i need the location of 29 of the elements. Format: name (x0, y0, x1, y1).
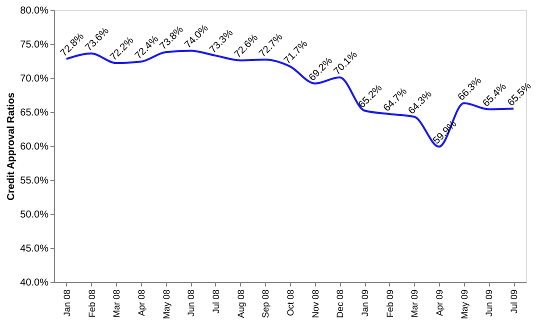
y-tick-label: 65.0% (20, 108, 49, 118)
y-tick-label: 75.0% (20, 40, 49, 50)
y-axis-title: Credit Approval Ratios (6, 92, 18, 200)
x-tick-label: Jun 09 (484, 290, 494, 317)
x-tick-label: Jul 09 (509, 290, 520, 314)
x-tick-label: Jan 08 (62, 290, 72, 317)
y-tick-label: 50.0% (20, 210, 49, 220)
x-tick-label: Apr 08 (136, 290, 146, 316)
x-tick-label: Nov 08 (310, 290, 320, 318)
x-tick-label: Apr 09 (434, 290, 445, 316)
y-tick-label: 70.0% (20, 74, 49, 84)
y-tick-label: 55.0% (20, 176, 49, 186)
x-tick-label: May 08 (161, 290, 172, 320)
x-tick-label: Oct 08 (286, 290, 296, 316)
x-tick-label: Mar 09 (410, 290, 420, 318)
x-tick-label: Jun 08 (186, 290, 196, 317)
x-tick-label: Mar 08 (112, 290, 122, 318)
y-tick-label: 40.0% (20, 278, 49, 288)
x-tick-label: Jul 08 (210, 290, 221, 314)
x-tick-label: Aug 08 (236, 290, 246, 318)
x-tick-label: May 09 (459, 290, 470, 320)
x-tick-label: Feb 09 (384, 290, 395, 318)
y-tick-label: 60.0% (20, 142, 49, 152)
x-tick-label: Jan 09 (360, 290, 370, 317)
y-tick-label: 80.0% (20, 6, 49, 16)
y-tick-label: 45.0% (20, 244, 49, 254)
x-tick-label: Dec 08 (335, 290, 346, 318)
x-tick-label: Sep 08 (260, 290, 271, 318)
x-tick-label: Feb 08 (86, 290, 97, 318)
